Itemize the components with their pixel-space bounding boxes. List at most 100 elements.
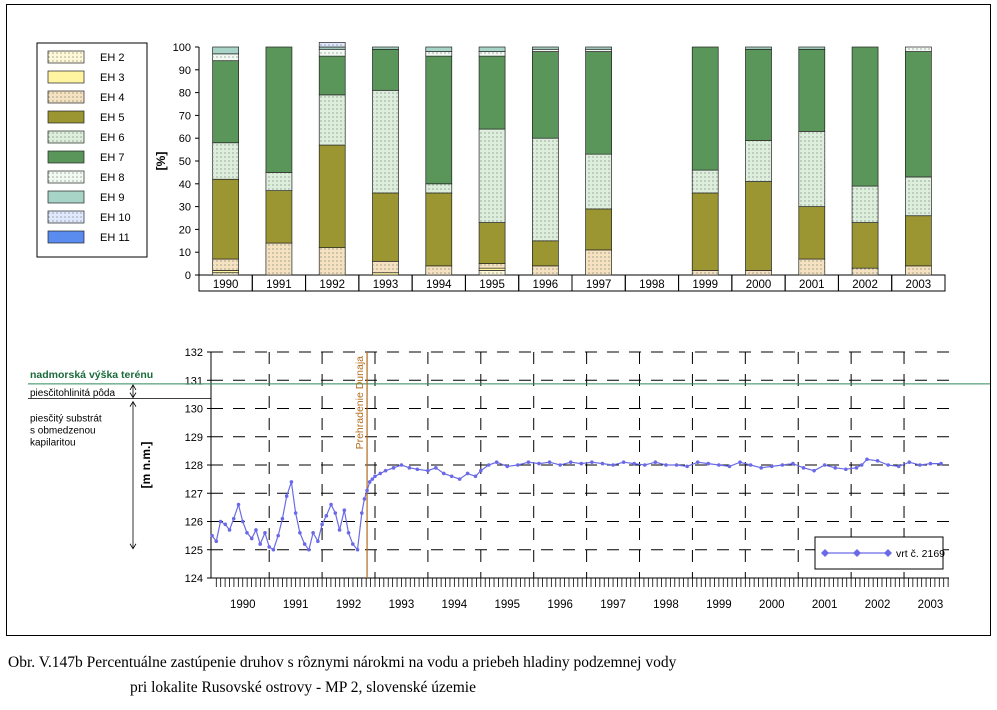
bottom-y-axis-label: [m n.m.]	[139, 442, 153, 489]
groundwater-point	[907, 460, 912, 464]
bar-segment	[745, 48, 772, 141]
species-bar-chart: 0 10 20 30 40 50 60 70 80 90 100 [%] 1990 1991 1992 199…	[36, 42, 946, 292]
groundwater-point	[449, 474, 454, 479]
bar-segment	[318, 144, 346, 248]
legend-swatch	[47, 110, 85, 124]
legend-label: EH 11	[100, 232, 130, 244]
bar-segment	[372, 46, 399, 50]
bar-segment-pattern	[319, 247, 346, 275]
bottom-x-tick-label: 1999	[706, 599, 732, 611]
groundwater-point	[505, 464, 510, 469]
bar-segment	[585, 208, 612, 251]
groundwater-point	[717, 463, 721, 467]
bar-segment-pattern	[585, 154, 612, 209]
bar-segment-pattern	[532, 265, 559, 275]
groundwater-point	[320, 522, 324, 527]
caption-line-1: Obr. V.147b Percentuálne zastúpenie druh…	[8, 654, 677, 671]
groundwater-point	[254, 528, 258, 532]
groundwater-point	[653, 460, 658, 464]
groundwater-point	[479, 468, 483, 473]
legend-label: EH 2	[100, 52, 124, 64]
bar-segment-pattern	[798, 259, 825, 275]
bar-segment	[851, 46, 879, 187]
groundwater-point	[537, 461, 541, 466]
groundwater-point	[769, 464, 774, 469]
legend-swatch	[47, 230, 85, 244]
bar-segment	[212, 60, 239, 144]
top-y-tick-label: 30	[179, 202, 191, 214]
groundwater-point	[311, 531, 315, 535]
bar-segment	[212, 46, 239, 55]
bar-segment	[585, 46, 612, 50]
groundwater-point	[896, 464, 901, 469]
groundwater-point	[441, 471, 446, 476]
groundwater-point	[611, 463, 615, 467]
top-x-tick-label: 1998	[639, 279, 665, 291]
bottom-y-tick-label: 131	[185, 375, 203, 387]
bottom-x-tick-label: 1993	[389, 599, 415, 611]
groundwater-point	[918, 463, 922, 467]
groundwater-point	[516, 463, 520, 467]
legend-label: EH 4	[100, 92, 124, 104]
bar-segment	[585, 51, 612, 155]
groundwater-point	[271, 547, 276, 552]
groundwater-point	[822, 463, 827, 467]
groundwater-point	[350, 542, 355, 546]
groundwater-point	[407, 466, 412, 470]
top-y-tick-label: 60	[179, 133, 191, 145]
top-y-tick-label: 20	[179, 224, 191, 236]
bar-segment	[372, 48, 399, 91]
bottom-x-tick-label: 2001	[812, 599, 838, 611]
bar-segment	[532, 46, 559, 50]
bottom-x-tick-label: 1998	[653, 599, 679, 611]
bottom-y-tick-label: 124	[185, 573, 203, 585]
bar-segment-pattern	[372, 261, 399, 273]
substrate-arrow-head	[129, 400, 137, 407]
bar-segment-pattern	[265, 172, 292, 191]
groundwater-point	[939, 461, 943, 466]
bottom-x-tick-label: 2002	[865, 599, 891, 611]
groundwater-point	[280, 516, 285, 521]
bar-segment	[425, 55, 453, 185]
bar-segment-pattern	[585, 249, 612, 275]
groundwater-point	[780, 463, 785, 467]
bar-segment-pattern	[852, 268, 879, 275]
bottom-x-tick-label: 2003	[918, 599, 944, 611]
top-x-tick-label: 1995	[479, 279, 505, 291]
legend-label: EH 5	[100, 112, 124, 124]
bar-segment	[265, 190, 293, 244]
legend-swatch	[47, 70, 85, 84]
groundwater-point	[600, 461, 605, 466]
groundwater-point	[316, 539, 320, 544]
bar-segment-pattern	[585, 49, 612, 52]
groundwater-point	[284, 494, 289, 498]
bar-segment	[425, 46, 453, 52]
bar-segment	[745, 181, 772, 271]
groundwater-point	[928, 461, 933, 466]
groundwater-point	[812, 468, 816, 473]
bar-segment-pattern	[212, 259, 239, 271]
top-x-tick-label: 1992	[319, 279, 345, 291]
top-x-tick-label: 1990	[213, 279, 239, 291]
bottom-y-tick-label: 132	[185, 347, 203, 359]
groundwater-point	[674, 463, 679, 467]
bar-segment-pattern	[425, 183, 452, 193]
terrain-level-label: nadmorská výška terénu	[30, 369, 153, 381]
soil-arrow-head	[129, 384, 137, 391]
figure-chart: 0 10 20 30 40 50 60 70 80 90 100 [%] 1990 1991 1992 199…	[28, 42, 990, 611]
bottom-x-tick-label: 1995	[494, 599, 520, 611]
groundwater-point	[791, 461, 795, 466]
groundwater-point	[329, 502, 333, 507]
groundwater-point	[263, 531, 267, 535]
legend-swatch	[47, 150, 85, 164]
bottom-x-tick-label: 1990	[230, 599, 256, 611]
groundwater-point	[258, 542, 263, 546]
groundwater-point	[223, 522, 228, 527]
bottom-legend-marker	[821, 549, 829, 557]
substrate-arrow-head	[129, 543, 137, 550]
bar-segment-pattern	[692, 170, 719, 193]
bar-segment-pattern	[425, 265, 452, 275]
groundwater-point	[643, 463, 647, 467]
groundwater-point	[486, 463, 491, 467]
legend-label: EH 10	[100, 212, 131, 224]
